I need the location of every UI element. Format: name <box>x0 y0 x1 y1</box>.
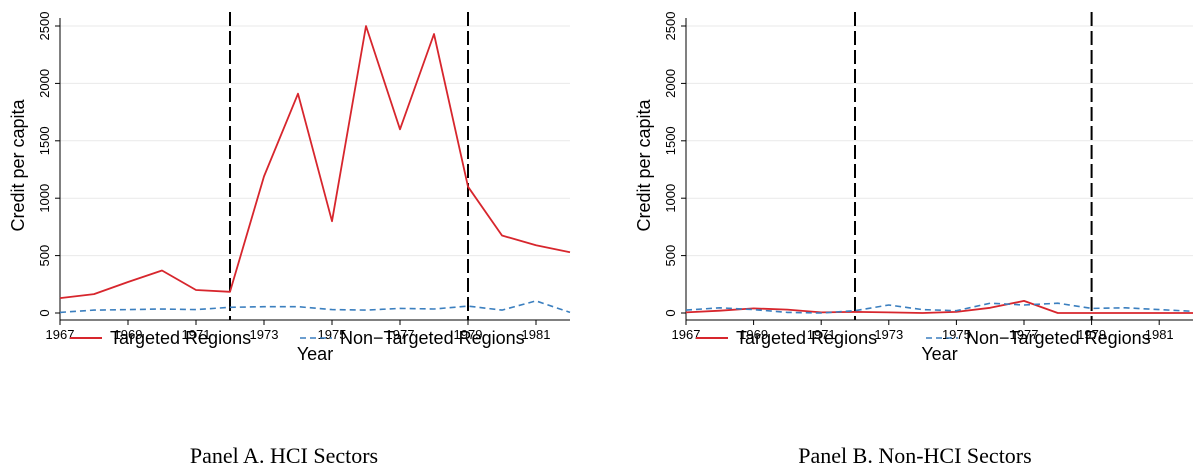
y-axis-title: Credit per capita <box>8 98 28 231</box>
x-tick-label: 1979 <box>1077 327 1106 342</box>
x-tick-label: 1971 <box>807 327 836 342</box>
legend-label-targeted: Targeted Regions <box>110 328 251 348</box>
legend-label-non-targeted: Non−Targeted Regions <box>966 328 1151 348</box>
x-tick-label: 1981 <box>1145 327 1174 342</box>
x-tick-label: 1979 <box>454 327 483 342</box>
x-tick-label: 1981 <box>522 327 551 342</box>
x-tick-label: 1973 <box>874 327 903 342</box>
y-tick-label: 1000 <box>37 184 52 213</box>
y-tick-label: 500 <box>663 245 678 267</box>
x-tick-label: 1971 <box>182 327 211 342</box>
y-tick-label: 2500 <box>37 12 52 41</box>
series-line-non-targeted <box>685 302 1194 314</box>
y-tick-label: 1500 <box>37 126 52 155</box>
panel-caption: Panel A. HCI Sectors <box>190 443 378 468</box>
x-axis-title: Year <box>921 344 957 364</box>
x-tick-label: 1973 <box>250 327 279 342</box>
x-tick-label: 1977 <box>1010 327 1039 342</box>
series-line-targeted <box>59 25 571 299</box>
y-tick-label: 2000 <box>37 69 52 98</box>
legend-label-non-targeted: Non−Targeted Regions <box>340 328 525 348</box>
x-tick-label: 1969 <box>739 327 768 342</box>
legend-label-targeted: Targeted Regions <box>736 328 877 348</box>
legend: Targeted Regions Non−Targeted Regions <box>70 328 525 348</box>
y-tick-label: 2500 <box>663 12 678 41</box>
x-tick-label: 1969 <box>114 327 143 342</box>
y-tick-label: 0 <box>37 309 52 316</box>
series-line-targeted <box>685 299 1193 314</box>
y-tick-label: 1500 <box>663 126 678 155</box>
x-axis-title: Year <box>297 344 333 364</box>
y-tick-label: 500 <box>37 245 52 267</box>
legend: Targeted Regions Non−Targeted Regions <box>696 328 1151 348</box>
series-line-non-targeted <box>59 300 571 314</box>
y-axis-title: Credit per capita <box>634 98 654 231</box>
x-tick-label: 1977 <box>386 327 415 342</box>
x-tick-label: 1967 <box>672 327 701 342</box>
y-tick-label: 0 <box>663 309 678 316</box>
panel-caption: Panel B. Non-HCI Sectors <box>798 443 1031 468</box>
x-tick-label: 1967 <box>46 327 75 342</box>
y-tick-label: 1000 <box>663 184 678 213</box>
y-tick-label: 2000 <box>663 69 678 98</box>
